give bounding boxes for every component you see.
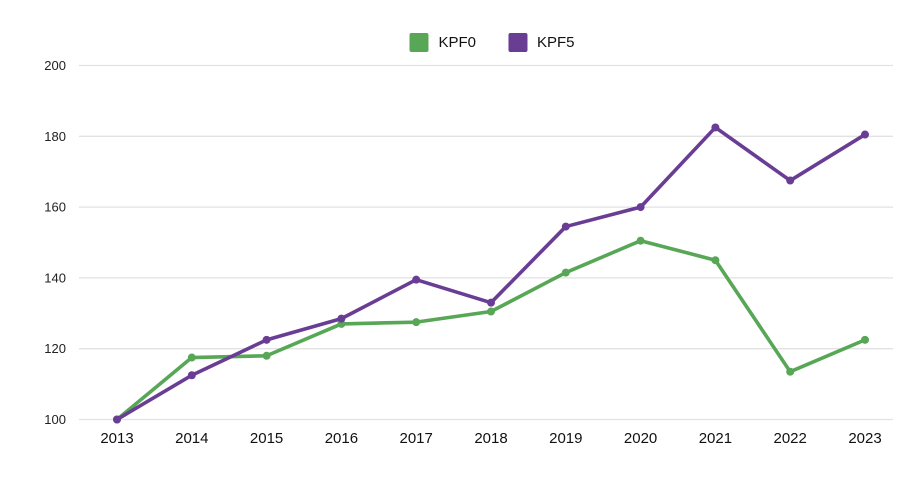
x-axis-tick-label: 2020: [624, 430, 657, 447]
y-axis-tick-label: 160: [44, 200, 66, 215]
data-point-kpf5-2013[interactable]: [113, 415, 121, 424]
series-line-kpf0: [115, 238, 867, 422]
data-point-kpf0-2020[interactable]: [636, 236, 645, 245]
legend-label-kpf0: KPF0: [438, 34, 476, 51]
data-point-kpf0-2014[interactable]: [187, 353, 196, 362]
x-axis-tick-label: 2013: [100, 430, 133, 447]
data-point-kpf5-2018[interactable]: [487, 298, 495, 307]
x-axis-tick-label: 2015: [250, 430, 283, 447]
y-axis-tick-label: 180: [44, 129, 66, 144]
data-point-kpf5-2023[interactable]: [861, 130, 869, 139]
data-point-kpf5-2016[interactable]: [337, 314, 346, 323]
x-axis-tick-label: 2019: [549, 430, 582, 447]
legend-label-kpf5: KPF5: [537, 34, 575, 51]
data-point-kpf0-2022[interactable]: [786, 367, 795, 376]
data-point-kpf5-2014[interactable]: [187, 371, 196, 380]
y-axis-tick-label: 140: [44, 270, 66, 285]
x-axis-tick-label: 2016: [325, 430, 358, 447]
data-point-kpf5-2022[interactable]: [786, 176, 795, 185]
x-axis-tick-label: 2021: [699, 430, 732, 447]
data-point-kpf5-2021[interactable]: [711, 123, 720, 132]
legend-item-kpf0[interactable]: KPF0: [409, 33, 476, 52]
y-axis-tick-label: 120: [44, 341, 66, 356]
data-point-kpf5-2017[interactable]: [412, 275, 421, 284]
x-axis-tick-label: 2022: [774, 430, 807, 447]
legend: KPF0 KPF5: [409, 33, 575, 52]
data-point-kpf0-2021[interactable]: [711, 256, 720, 265]
legend-swatch-kpf5: [508, 33, 527, 52]
x-axis-tick-label: 2014: [175, 430, 208, 447]
legend-swatch-kpf0: [409, 33, 429, 52]
data-point-kpf5-2019[interactable]: [561, 222, 570, 231]
legend-item-kpf5[interactable]: KPF5: [508, 33, 575, 52]
data-point-kpf5-2020[interactable]: [636, 203, 645, 212]
data-point-kpf0-2019[interactable]: [561, 268, 570, 277]
y-axis-tick-label: 200: [44, 58, 66, 73]
y-axis-tick-label: 100: [44, 412, 66, 427]
x-axis-tick-label: 2018: [474, 430, 507, 447]
data-point-kpf0-2017[interactable]: [412, 318, 421, 327]
data-point-kpf5-2015[interactable]: [262, 335, 271, 344]
data-point-kpf0-2015[interactable]: [262, 351, 271, 360]
series-line-kpf5: [115, 125, 867, 422]
x-axis-tick-label: 2017: [400, 430, 433, 447]
x-axis-tick-label: 2023: [848, 430, 881, 447]
data-point-kpf0-2023[interactable]: [861, 335, 869, 344]
data-point-kpf0-2018[interactable]: [487, 307, 495, 316]
